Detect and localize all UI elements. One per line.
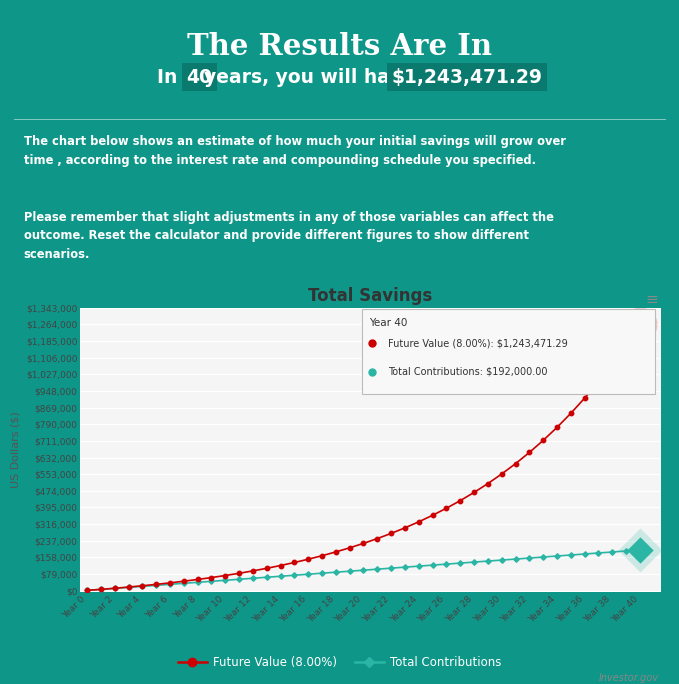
FancyBboxPatch shape <box>362 309 655 395</box>
Text: Year 40: Year 40 <box>369 318 407 328</box>
Text: ≡: ≡ <box>645 292 658 307</box>
Text: Future Value (8.00%): $1,243,471.29: Future Value (8.00%): $1,243,471.29 <box>388 339 568 348</box>
Text: Please remember that slight adjustments in any of those variables can affect the: Please remember that slight adjustments … <box>24 211 553 261</box>
Text: 40: 40 <box>186 68 213 86</box>
Point <box>634 544 645 555</box>
Point <box>634 319 645 330</box>
Text: Investor.gov: Investor.gov <box>599 673 659 683</box>
Text: The chart below shows an estimate of how much your initial savings will grow ove: The chart below shows an estimate of how… <box>24 135 566 167</box>
Point <box>634 319 645 330</box>
Text: The Results Are In: The Results Are In <box>187 32 492 62</box>
Text: years, you will have: years, you will have <box>191 68 428 86</box>
Point <box>634 544 645 555</box>
Title: Total Savings: Total Savings <box>308 287 433 305</box>
Legend: Future Value (8.00%), Total Contributions: Future Value (8.00%), Total Contribution… <box>173 652 506 674</box>
Y-axis label: US Dollars ($): US Dollars ($) <box>10 411 20 488</box>
Text: In: In <box>157 68 190 86</box>
Text: $1,243,471.29: $1,243,471.29 <box>392 68 543 86</box>
Text: Total Contributions: $192,000.00: Total Contributions: $192,000.00 <box>388 367 547 377</box>
